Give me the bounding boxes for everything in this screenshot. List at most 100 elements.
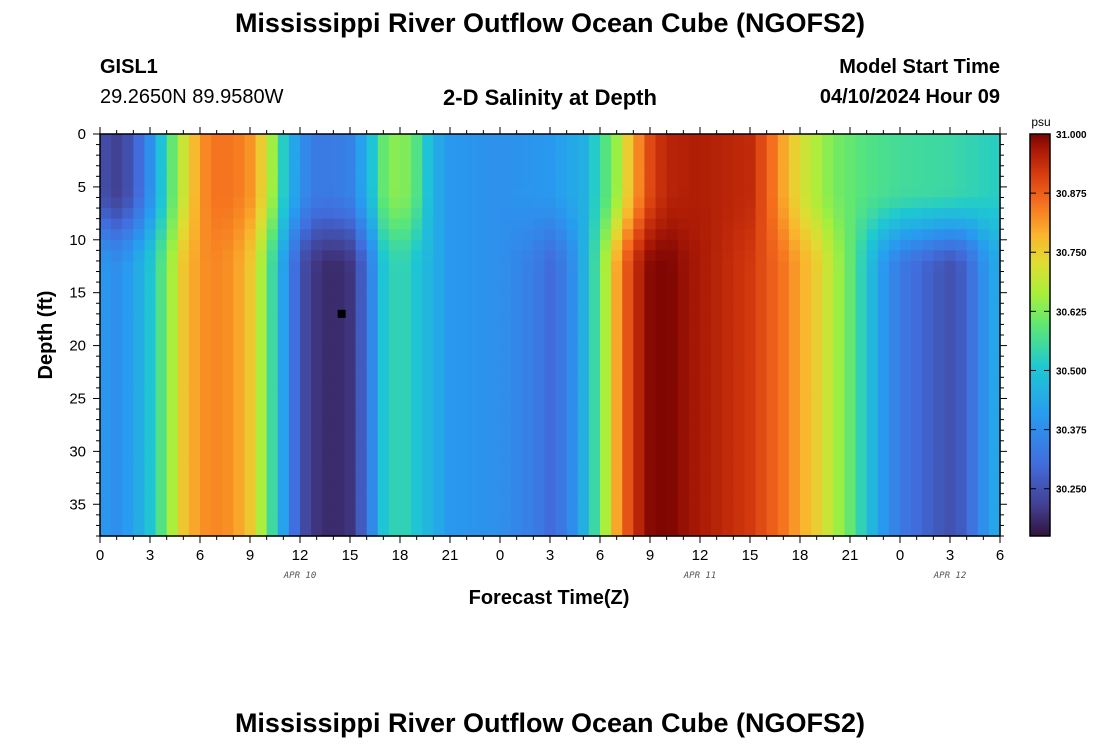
heatmap-cell bbox=[711, 472, 723, 484]
heatmap-cell bbox=[188, 398, 201, 410]
heatmap-cell bbox=[422, 282, 434, 294]
heatmap-cell bbox=[466, 155, 479, 167]
heatmap-cell bbox=[222, 176, 234, 188]
heatmap-cell bbox=[744, 292, 757, 304]
heatmap-cell bbox=[855, 472, 868, 484]
heatmap-cell bbox=[500, 165, 512, 177]
heatmap-cell bbox=[588, 461, 601, 474]
heatmap-cell bbox=[777, 155, 790, 167]
heatmap-cell bbox=[377, 345, 390, 357]
heatmap-cell bbox=[911, 409, 923, 421]
heatmap-cell bbox=[888, 451, 901, 463]
heatmap-cell bbox=[211, 313, 223, 326]
heatmap-cell bbox=[977, 218, 990, 230]
heatmap-cell bbox=[300, 313, 312, 326]
heatmap-cell bbox=[155, 409, 168, 421]
heatmap-cell bbox=[388, 440, 401, 452]
heatmap-cell bbox=[600, 239, 612, 251]
heatmap-cell bbox=[622, 430, 634, 442]
heatmap-cell bbox=[988, 335, 1001, 347]
heatmap-cell bbox=[833, 366, 846, 378]
heatmap-cell bbox=[266, 419, 279, 431]
heatmap-cell bbox=[744, 377, 757, 389]
heatmap-cell bbox=[466, 239, 479, 251]
heatmap-cell bbox=[900, 461, 912, 474]
heatmap-cell bbox=[544, 260, 557, 273]
heatmap-cell bbox=[677, 419, 690, 431]
heatmap-cell bbox=[511, 366, 523, 378]
heatmap-cell bbox=[844, 430, 857, 442]
heatmap-cell bbox=[977, 144, 990, 156]
x-tick-label: 21 bbox=[842, 547, 859, 564]
heatmap-cell bbox=[255, 493, 268, 505]
heatmap-cell bbox=[288, 430, 301, 442]
heatmap-cell bbox=[488, 292, 501, 304]
heatmap-cell bbox=[400, 525, 412, 537]
heatmap-cell bbox=[500, 260, 512, 273]
heatmap-cell bbox=[777, 303, 790, 315]
heatmap-cell bbox=[955, 282, 968, 294]
heatmap-cell bbox=[488, 472, 501, 484]
heatmap-cell bbox=[266, 525, 279, 537]
heatmap-cell bbox=[811, 186, 823, 199]
heatmap-cell bbox=[688, 409, 701, 421]
heatmap-cell bbox=[277, 366, 290, 378]
heatmap-cell bbox=[155, 186, 168, 199]
heatmap-cell bbox=[888, 260, 901, 273]
heatmap-cell bbox=[277, 356, 290, 368]
heatmap-cell bbox=[533, 356, 546, 368]
x-tick-label: 12 bbox=[692, 547, 709, 564]
heatmap-cell bbox=[177, 345, 190, 357]
heatmap-cell bbox=[922, 451, 934, 463]
heatmap-cell bbox=[522, 250, 534, 262]
heatmap-cell bbox=[611, 514, 623, 527]
heatmap-cell bbox=[344, 430, 357, 442]
heatmap-cell bbox=[122, 461, 134, 474]
heatmap-cell bbox=[533, 197, 546, 209]
heatmap-cell bbox=[166, 440, 179, 452]
heatmap-cell bbox=[800, 229, 812, 241]
heatmap-cell bbox=[977, 282, 990, 294]
heatmap-cell bbox=[433, 239, 446, 251]
heatmap-cell bbox=[222, 239, 234, 251]
heatmap-cell bbox=[255, 271, 268, 283]
heatmap-cell bbox=[155, 197, 168, 209]
heatmap-cell bbox=[366, 440, 379, 452]
heatmap-cell bbox=[966, 451, 979, 463]
heatmap-cell bbox=[911, 525, 923, 537]
heatmap-cell bbox=[211, 366, 223, 378]
heatmap-cell bbox=[877, 377, 890, 389]
heatmap-cell bbox=[311, 493, 323, 505]
heatmap-cell bbox=[133, 197, 146, 209]
heatmap-cell bbox=[744, 356, 757, 368]
heatmap-cell bbox=[111, 356, 123, 368]
heatmap-cell bbox=[233, 377, 246, 389]
heatmap-cell bbox=[833, 218, 846, 230]
heatmap-cell bbox=[877, 514, 890, 527]
heatmap-cell bbox=[722, 292, 734, 304]
heatmap-cell bbox=[466, 176, 479, 188]
heatmap-cell bbox=[722, 366, 734, 378]
heatmap-cell bbox=[377, 186, 390, 199]
heatmap-cell bbox=[922, 461, 934, 474]
heatmap-cell bbox=[666, 461, 679, 474]
heatmap-cell bbox=[433, 303, 446, 315]
heatmap-cell bbox=[411, 282, 423, 294]
heatmap-cell bbox=[455, 250, 468, 262]
heatmap-cell bbox=[333, 409, 346, 421]
heatmap-cell bbox=[366, 430, 379, 442]
heatmap-cell bbox=[566, 504, 579, 516]
heatmap-cell bbox=[522, 303, 534, 315]
heatmap-cell bbox=[522, 409, 534, 421]
heatmap-cell bbox=[822, 155, 834, 167]
heatmap-cell bbox=[777, 282, 790, 294]
heatmap-cell bbox=[622, 292, 634, 304]
heatmap-cell bbox=[177, 229, 190, 241]
heatmap-cell bbox=[177, 366, 190, 378]
heatmap-cell bbox=[600, 409, 612, 421]
heatmap-cell bbox=[166, 271, 179, 283]
heatmap-cell bbox=[788, 176, 801, 188]
heatmap-cell bbox=[433, 165, 446, 177]
heatmap-cell bbox=[900, 525, 912, 537]
